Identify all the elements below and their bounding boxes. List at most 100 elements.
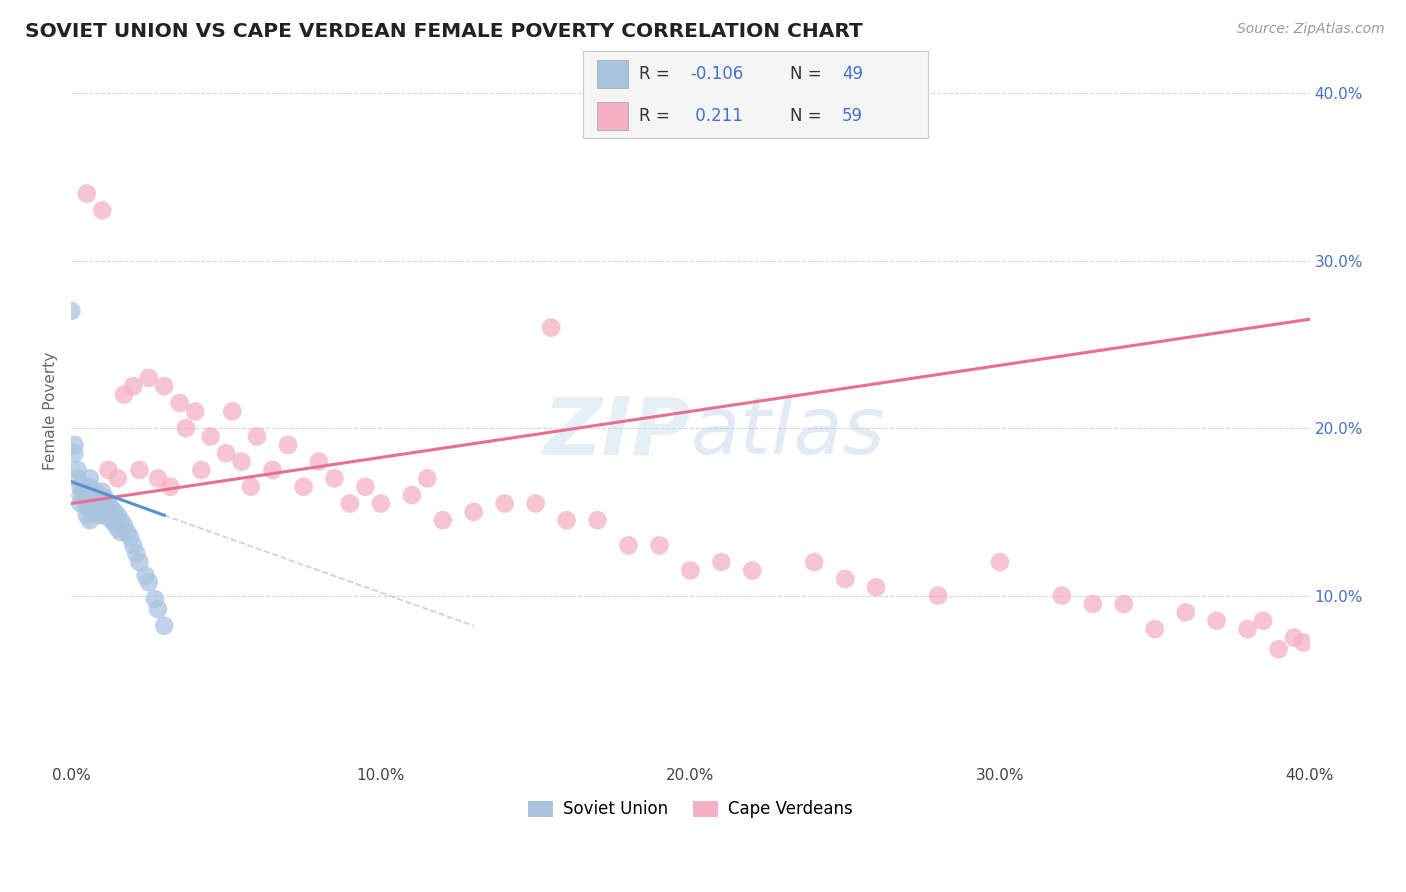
Point bbox=[97, 496, 120, 510]
Point bbox=[66, 471, 89, 485]
Text: ZIP: ZIP bbox=[543, 393, 690, 472]
Point bbox=[128, 463, 150, 477]
Point bbox=[82, 488, 104, 502]
Point bbox=[115, 524, 138, 539]
Point bbox=[60, 303, 83, 318]
Point bbox=[524, 496, 547, 510]
Point bbox=[128, 555, 150, 569]
Point bbox=[648, 538, 671, 552]
Point bbox=[69, 496, 91, 510]
Point bbox=[803, 555, 825, 569]
Point bbox=[174, 421, 197, 435]
Point bbox=[215, 446, 238, 460]
Point bbox=[100, 501, 122, 516]
Legend: Soviet Union, Cape Verdeans: Soviet Union, Cape Verdeans bbox=[522, 794, 859, 825]
Point bbox=[200, 429, 222, 443]
Point bbox=[84, 484, 107, 499]
Point bbox=[73, 484, 96, 499]
Point bbox=[370, 496, 392, 510]
Point bbox=[153, 379, 176, 393]
Point bbox=[107, 522, 129, 536]
Text: 59: 59 bbox=[842, 106, 863, 125]
Point bbox=[69, 480, 91, 494]
Point bbox=[190, 463, 212, 477]
Point bbox=[231, 455, 253, 469]
Point bbox=[110, 524, 132, 539]
Point bbox=[741, 564, 763, 578]
Point bbox=[120, 530, 142, 544]
Point bbox=[432, 513, 454, 527]
Point bbox=[988, 555, 1011, 569]
Point bbox=[100, 513, 122, 527]
Point bbox=[63, 446, 86, 460]
Point bbox=[239, 480, 262, 494]
Point bbox=[586, 513, 609, 527]
Point bbox=[76, 186, 98, 201]
Text: 0.211: 0.211 bbox=[690, 106, 744, 125]
Point bbox=[323, 471, 346, 485]
Point bbox=[308, 455, 330, 469]
Point bbox=[221, 404, 243, 418]
Point bbox=[125, 547, 148, 561]
Y-axis label: Female Poverty: Female Poverty bbox=[44, 352, 58, 470]
Point bbox=[94, 491, 117, 506]
Point bbox=[555, 513, 578, 527]
Point bbox=[97, 463, 120, 477]
Point bbox=[138, 575, 160, 590]
Point bbox=[262, 463, 284, 477]
Point bbox=[463, 505, 485, 519]
Point bbox=[1282, 631, 1305, 645]
Point bbox=[91, 496, 114, 510]
Point bbox=[1236, 622, 1258, 636]
Point bbox=[63, 438, 86, 452]
Point bbox=[339, 496, 361, 510]
Point bbox=[1251, 614, 1274, 628]
Point bbox=[97, 508, 120, 523]
Point bbox=[169, 396, 191, 410]
Point bbox=[84, 501, 107, 516]
Point bbox=[73, 491, 96, 506]
Point bbox=[135, 568, 157, 582]
Point bbox=[416, 471, 439, 485]
Point bbox=[91, 203, 114, 218]
Point bbox=[927, 589, 949, 603]
Text: atlas: atlas bbox=[690, 393, 886, 472]
Point bbox=[494, 496, 516, 510]
Point bbox=[82, 496, 104, 510]
Text: N =: N = bbox=[790, 106, 827, 125]
Point bbox=[89, 508, 111, 523]
Point bbox=[76, 500, 98, 514]
Point bbox=[104, 505, 127, 519]
Point bbox=[143, 591, 166, 606]
Point bbox=[107, 508, 129, 523]
Point bbox=[91, 484, 114, 499]
Point bbox=[1174, 606, 1197, 620]
Text: R =: R = bbox=[638, 106, 675, 125]
Text: SOVIET UNION VS CAPE VERDEAN FEMALE POVERTY CORRELATION CHART: SOVIET UNION VS CAPE VERDEAN FEMALE POVE… bbox=[25, 22, 863, 41]
Point bbox=[1112, 597, 1135, 611]
Point bbox=[1267, 642, 1289, 657]
Point bbox=[146, 471, 169, 485]
Point bbox=[79, 471, 101, 485]
Point bbox=[110, 513, 132, 527]
Text: R =: R = bbox=[638, 65, 675, 84]
Point bbox=[1081, 597, 1104, 611]
Point bbox=[354, 480, 377, 494]
Point bbox=[1205, 614, 1227, 628]
Text: -0.106: -0.106 bbox=[690, 65, 744, 84]
Point bbox=[79, 513, 101, 527]
Point bbox=[104, 516, 127, 531]
Point bbox=[82, 505, 104, 519]
Point bbox=[76, 508, 98, 523]
Point bbox=[679, 564, 702, 578]
Point bbox=[112, 387, 135, 401]
Text: Source: ZipAtlas.com: Source: ZipAtlas.com bbox=[1237, 22, 1385, 37]
Point bbox=[710, 555, 733, 569]
Point bbox=[91, 508, 114, 523]
Point bbox=[84, 491, 107, 506]
Text: 49: 49 bbox=[842, 65, 863, 84]
Point bbox=[69, 488, 91, 502]
Point bbox=[1143, 622, 1166, 636]
Point bbox=[1292, 635, 1315, 649]
Point bbox=[66, 463, 89, 477]
